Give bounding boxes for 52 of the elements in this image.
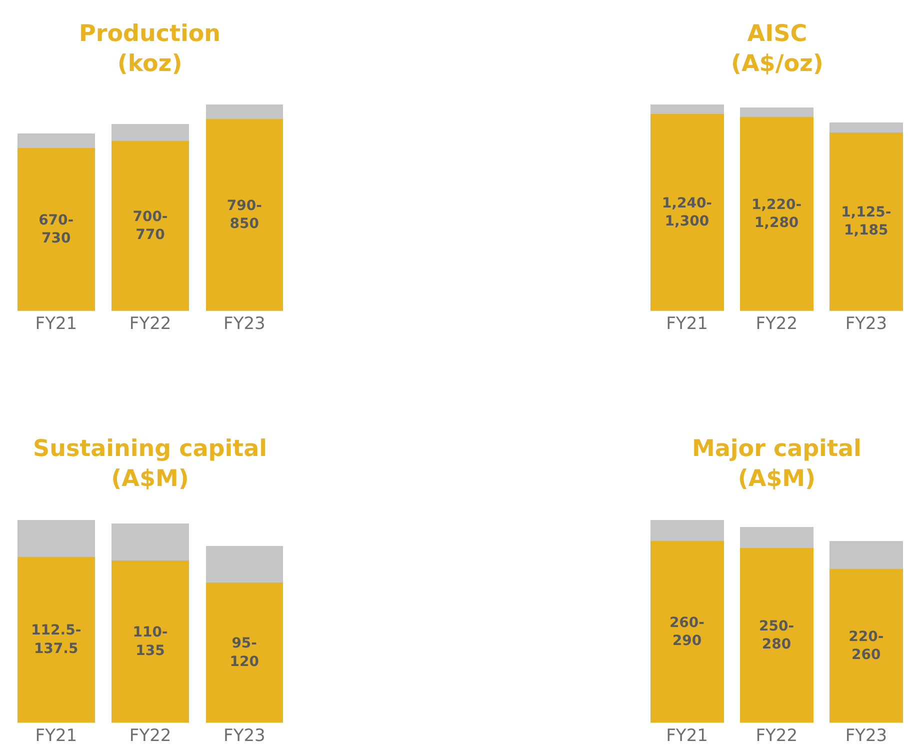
bar [18, 134, 95, 148]
data-label: 110- 135 [132, 624, 168, 659]
bar [112, 560, 189, 723]
data-label: 112.5- 137.5 [31, 622, 82, 657]
bar [206, 582, 284, 723]
x-tick-label: FY23 [224, 314, 266, 334]
bar [829, 568, 903, 723]
bar [18, 520, 95, 557]
bar [740, 108, 814, 118]
x-tick-label: FY21 [666, 314, 708, 334]
bar [740, 548, 814, 723]
bar [112, 140, 189, 311]
x-tick-label: FY23 [224, 726, 266, 746]
data-label: 1,220- 1,280 [751, 196, 802, 232]
bar [650, 520, 724, 541]
bar [18, 556, 95, 723]
data-label: 700- 770 [132, 208, 168, 243]
data-label: 250- 280 [759, 618, 794, 652]
bar [650, 114, 724, 311]
data-label: 260- 290 [669, 614, 705, 649]
data-label: 1,240- 1,300 [662, 195, 712, 230]
chart-title: Production (koz) [79, 21, 221, 77]
chart-title: Sustaining capital (A$M) [33, 436, 268, 492]
data-label: 790- 850 [226, 198, 262, 232]
x-tick-label: FY22 [756, 314, 798, 334]
bar [829, 540, 903, 569]
chart-title: AISC (A$/oz) [731, 21, 824, 77]
data-label: 1,125- 1,185 [841, 204, 892, 239]
bar [829, 132, 903, 311]
x-tick-label: FY23 [845, 314, 888, 334]
x-tick-label: FY21 [35, 314, 78, 334]
bar [206, 104, 284, 120]
x-tick-label: FY22 [129, 314, 172, 334]
x-tick-label: FY21 [35, 726, 78, 746]
bar [112, 524, 189, 561]
bar [112, 124, 189, 141]
x-tick-label: FY22 [756, 726, 798, 746]
bar [206, 546, 284, 583]
bar [206, 119, 284, 311]
bar [829, 122, 903, 132]
bar [740, 526, 814, 548]
bar [650, 104, 724, 114]
chart-title: Major capital (A$M) [692, 436, 862, 492]
data-label: 220- 260 [848, 628, 884, 663]
x-tick-label: FY22 [129, 726, 172, 746]
data-label: 670- 730 [38, 212, 74, 247]
data-label: 95- 120 [230, 636, 260, 670]
x-tick-label: FY23 [845, 726, 888, 746]
bar [740, 117, 814, 311]
bar [18, 148, 95, 311]
bar [650, 540, 724, 723]
x-tick-label: FY21 [666, 726, 708, 746]
